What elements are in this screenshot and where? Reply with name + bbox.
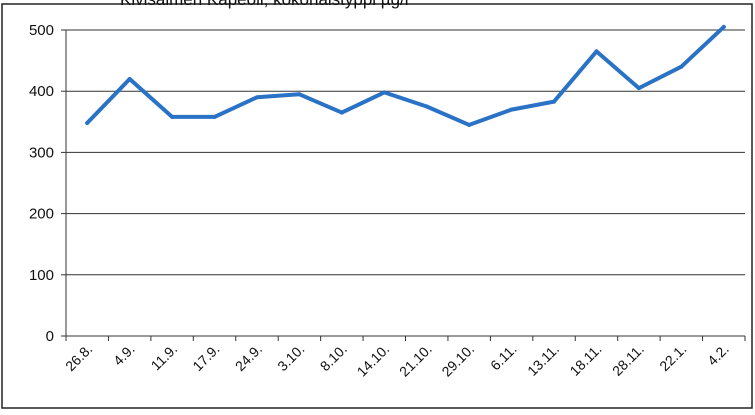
y-tick-label: 500 bbox=[29, 22, 54, 39]
y-tick-label: 300 bbox=[29, 144, 54, 161]
x-tick-label: 29.10. bbox=[438, 341, 477, 380]
data-point bbox=[636, 86, 641, 91]
x-tick-label: 11.9. bbox=[148, 341, 181, 374]
x-tick-label: 8.10. bbox=[317, 341, 350, 374]
data-point bbox=[424, 104, 429, 109]
y-tick-label: 100 bbox=[29, 267, 54, 284]
y-tick-label: 0 bbox=[46, 328, 54, 345]
data-point bbox=[467, 122, 472, 127]
data-point bbox=[721, 24, 726, 29]
data-point bbox=[339, 110, 344, 115]
x-tick-label: 4.9. bbox=[110, 341, 138, 369]
x-tick-label: 22.1. bbox=[656, 341, 689, 374]
series-layer bbox=[85, 24, 726, 127]
data-point bbox=[297, 92, 302, 97]
x-tick-label: 13.11. bbox=[524, 341, 562, 379]
x-tick-label: 3.10. bbox=[274, 341, 307, 374]
x-tick-label: 18.11. bbox=[566, 341, 604, 379]
axis-layer: 0 100 200 300 400 500 26.8. 4.9. 11.9. 17.9. 24.9.… bbox=[29, 22, 746, 380]
x-tick-label: 28.11. bbox=[609, 341, 647, 379]
data-point bbox=[509, 107, 514, 112]
data-point bbox=[170, 114, 175, 119]
y-tick-label: 400 bbox=[29, 83, 54, 100]
data-point bbox=[382, 90, 387, 95]
x-tick-label: 24.9. bbox=[232, 341, 265, 374]
data-point bbox=[552, 99, 557, 104]
x-tick-label: 4.2. bbox=[704, 341, 732, 369]
grid-layer bbox=[66, 29, 745, 276]
data-point bbox=[594, 49, 599, 54]
x-tick-label: 14.10. bbox=[354, 341, 393, 380]
chart-border bbox=[1, 3, 753, 409]
x-tick-label: 6.11. bbox=[487, 341, 520, 374]
data-point bbox=[212, 114, 217, 119]
x-tick-label: 17.9. bbox=[189, 341, 222, 374]
x-tick-label: 26.8. bbox=[62, 341, 95, 374]
x-tick-label: 21.10. bbox=[396, 341, 435, 380]
chart-title: Kivisalmen Kapeoli, kokonaistyppi µg/l bbox=[120, 0, 409, 9]
series-line bbox=[85, 24, 726, 127]
y-tick-label: 200 bbox=[29, 206, 54, 223]
data-point bbox=[254, 95, 259, 100]
data-point bbox=[679, 64, 684, 69]
data-point bbox=[127, 76, 132, 81]
data-point bbox=[85, 121, 90, 126]
